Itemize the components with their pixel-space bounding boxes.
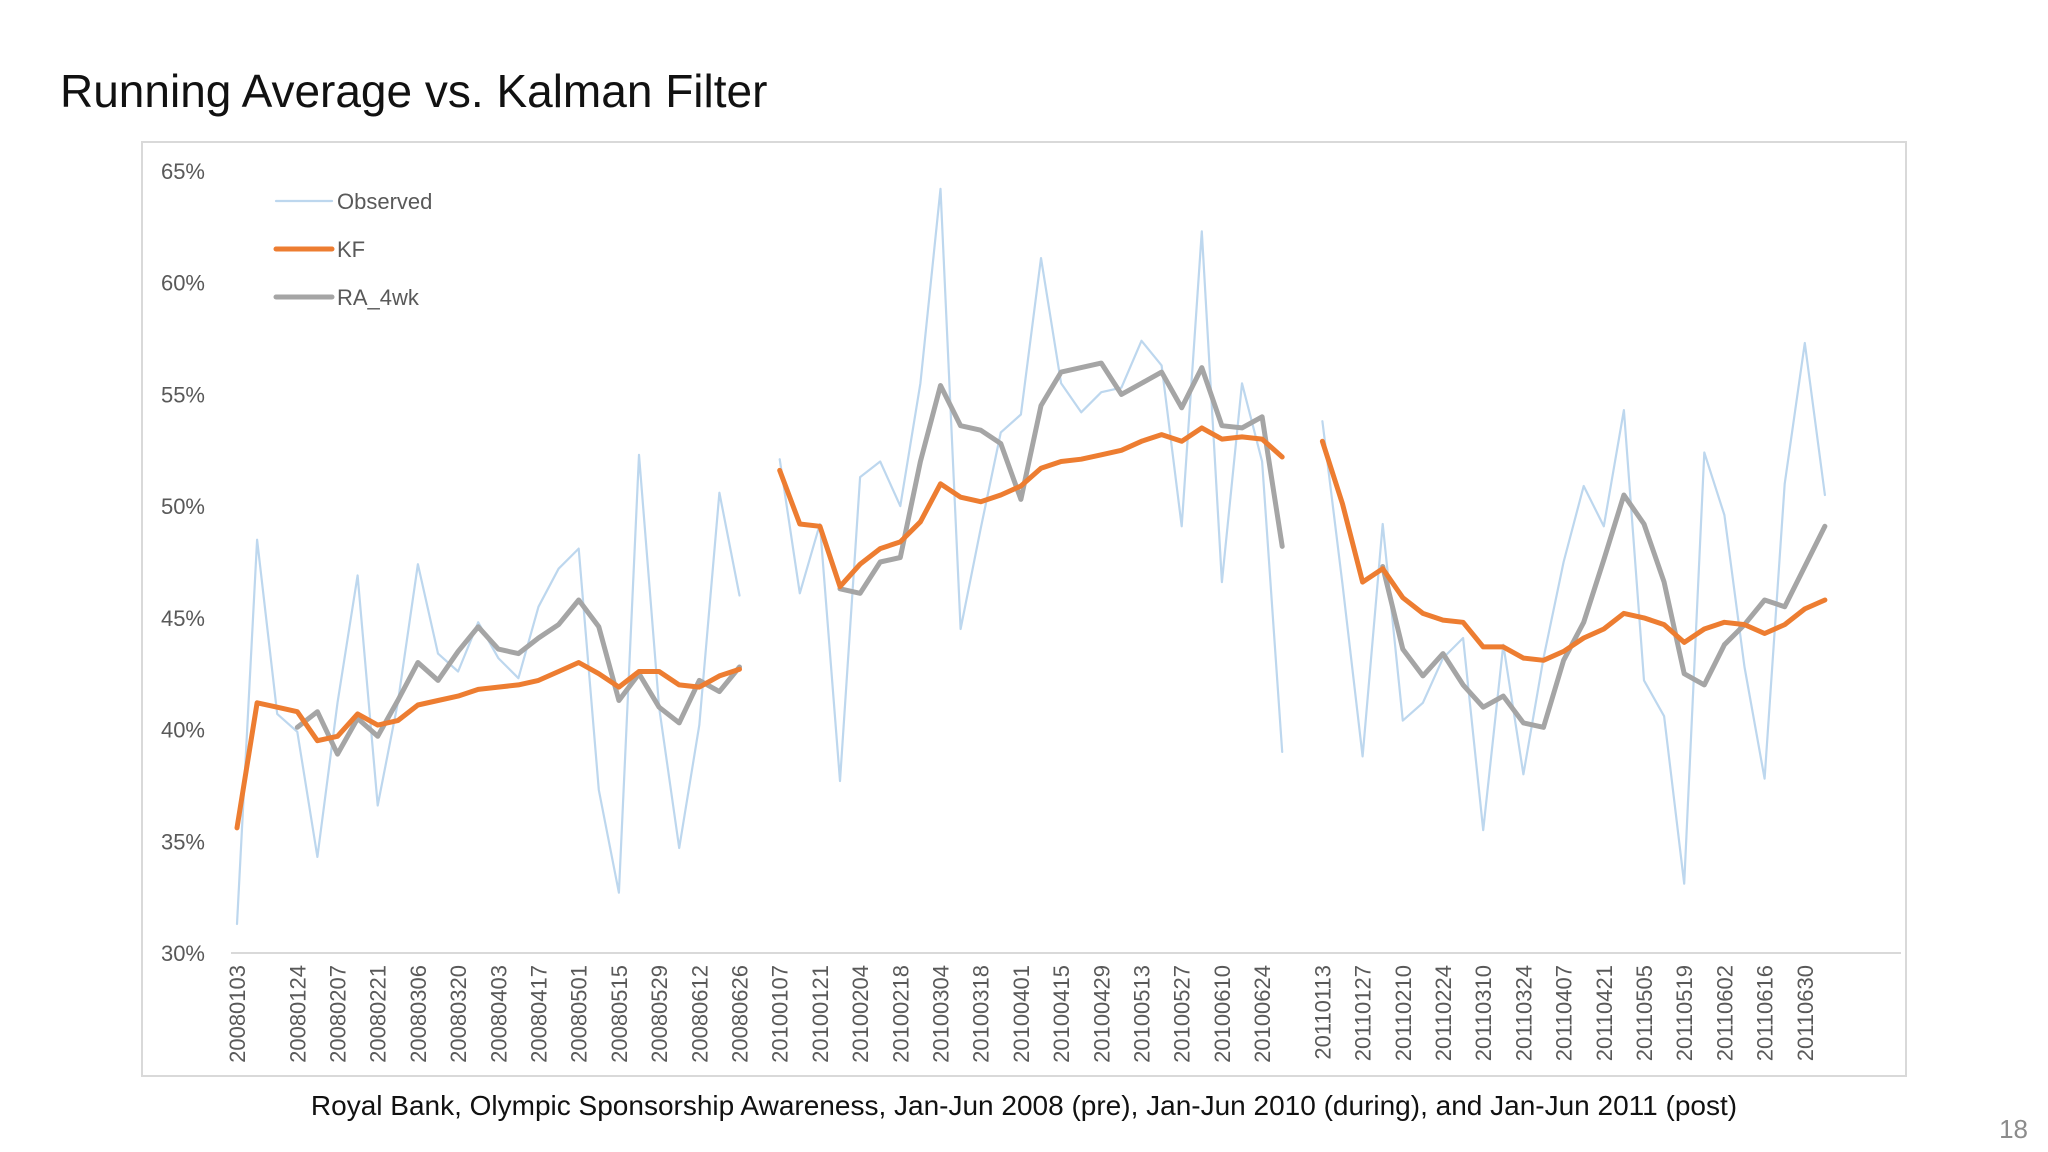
- x-tick-label: 20080207: [326, 965, 351, 1063]
- x-tick-label: 20100624: [1250, 965, 1275, 1063]
- series-line-observed-segment-3: [1321, 341, 1827, 885]
- x-tick-label: 20110505: [1632, 965, 1657, 1061]
- x-tick-label: 20080515: [607, 965, 632, 1063]
- x-tick-label: 20110421: [1592, 965, 1617, 1061]
- x-tick-label: 20100527: [1170, 965, 1195, 1063]
- x-tick-label: 20110602: [1712, 965, 1737, 1061]
- x-tick-label: 20110310: [1471, 965, 1496, 1061]
- x-tick-label: 20100429: [1089, 965, 1114, 1063]
- y-tick-label: 45%: [161, 606, 205, 631]
- x-tick-label: 20080626: [728, 965, 753, 1063]
- y-tick-label: 40%: [161, 718, 205, 743]
- x-tick-label: 20100401: [1009, 965, 1034, 1063]
- chart-frame: [141, 141, 1907, 1077]
- x-tick-label: 20080417: [527, 965, 552, 1063]
- series-line-ra-4wk-segment-1: [294, 597, 742, 757]
- x-tick-label: 20080529: [647, 965, 672, 1063]
- x-tick-label: 20080103: [225, 965, 250, 1063]
- line-chart: 30% 35% 40% 45% 50% 55% 60% 65% 20080103 20080124…: [161, 159, 1901, 1063]
- x-tick-label: 20080501: [567, 965, 592, 1063]
- x-tick-label: 20100304: [929, 965, 954, 1063]
- x-tick-label: 20110630: [1793, 965, 1818, 1061]
- x-tick-label: 20110224: [1431, 965, 1456, 1061]
- x-tick-label: 20110210: [1391, 965, 1416, 1061]
- legend-label-kf: KF: [337, 237, 365, 262]
- x-tick-label: 20110407: [1552, 965, 1577, 1061]
- x-tick-label: 20080306: [406, 965, 431, 1063]
- y-tick-label: 65%: [161, 159, 205, 184]
- x-tick-label: 20110324: [1511, 965, 1536, 1061]
- x-tick-label: 20110113: [1310, 965, 1335, 1060]
- legend-label-ra-4wk: RA_4wk: [337, 285, 420, 310]
- x-tick-label: 20080612: [687, 965, 712, 1063]
- slide-title: Running Average vs. Kalman Filter: [60, 65, 768, 117]
- x-tick-label: 20110616: [1753, 965, 1778, 1061]
- y-tick-label: 30%: [161, 941, 205, 966]
- series-line-ra-4wk-segment-3: [1380, 492, 1828, 730]
- chart-caption: Royal Bank, Olympic Sponsorship Awarenes…: [310, 1090, 1738, 1121]
- y-tick-label: 35%: [161, 829, 205, 854]
- x-tick-label: 20080221: [366, 965, 391, 1063]
- x-tick-label: 20100218: [888, 965, 913, 1063]
- series-line-kf-segment-2: [777, 425, 1285, 590]
- x-tick-label: 20100204: [848, 965, 873, 1063]
- x-tick-label: 20100107: [768, 965, 793, 1063]
- x-tick-label: 20100318: [969, 965, 994, 1063]
- x-tick-label: 20110127: [1351, 965, 1376, 1061]
- page-number: 18: [1999, 1114, 2028, 1144]
- x-tick-label: 20100513: [1130, 965, 1155, 1063]
- series-line-kf-segment-1: [234, 660, 742, 831]
- legend-label-observed: Observed: [337, 189, 432, 214]
- x-tick-label: 20100610: [1210, 965, 1235, 1063]
- x-tick-label: 20080124: [285, 965, 310, 1063]
- x-tick-label: 20100121: [808, 965, 833, 1063]
- series-line-observed-segment-2: [778, 187, 1284, 783]
- y-tick-label: 50%: [161, 494, 205, 519]
- x-tick-label: 20080320: [446, 965, 471, 1063]
- x-tick-label: 20110519: [1672, 965, 1697, 1061]
- y-tick-label: 60%: [161, 271, 205, 296]
- series-line-kf-segment-3: [1319, 438, 1828, 663]
- series-line-ra-4wk-segment-2: [837, 360, 1285, 596]
- x-tick-label: 20080403: [486, 965, 511, 1063]
- y-tick-label: 55%: [161, 382, 205, 407]
- x-tick-label: 20100415: [1049, 965, 1074, 1063]
